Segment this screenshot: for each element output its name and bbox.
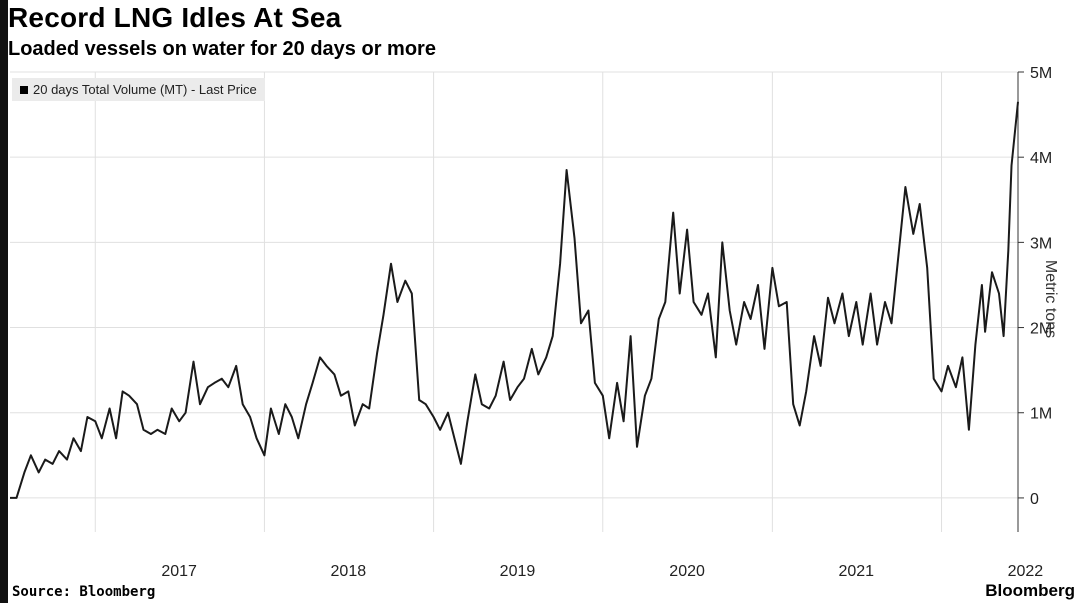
y-tick-label: 2M (1030, 321, 1052, 338)
source-note: Source: Bloomberg (12, 584, 156, 600)
x-tick-label: 2018 (331, 563, 367, 580)
x-axis-ticks: 2017 2018 2019 2020 2021 2022 (161, 563, 1043, 580)
legend-swatch (20, 85, 28, 94)
x-tick-label: 2019 (500, 563, 536, 580)
x-tick-label: 2021 (838, 563, 874, 580)
y-tick-label: 4M (1030, 150, 1052, 167)
legend: 20 days Total Volume (MT) - Last Price (12, 78, 265, 101)
horizontal-gridlines (10, 71, 1018, 499)
chart-title: Record LNG Idles At Sea (8, 2, 342, 33)
plot-area (8, 72, 1018, 532)
x-tick-label: 2020 (669, 563, 705, 580)
x-tick-label: 2022 (1008, 563, 1044, 580)
y-tick-label: 5M (1030, 65, 1052, 82)
y-axis-title: Metric tons (1041, 259, 1059, 339)
chart-subtitle: Loaded vessels on water for 20 days or m… (8, 38, 436, 60)
y-tick-label: 1M (1030, 406, 1052, 423)
series-line-lng-volume (10, 101, 1019, 499)
y-tick-label: 0 (1030, 491, 1039, 508)
y-tick-label: 3M (1030, 235, 1052, 252)
left-edge-bar (0, 0, 8, 603)
brand-logo-text: Bloomberg (985, 581, 1075, 600)
vertical-gridlines (94, 72, 943, 532)
x-tick-label: 2017 (161, 563, 197, 580)
legend-label: 20 days Total Volume (MT) - Last Price (33, 82, 257, 97)
y-axis-ticks: 0 1M 2M 3M 4M 5M (1018, 65, 1052, 508)
